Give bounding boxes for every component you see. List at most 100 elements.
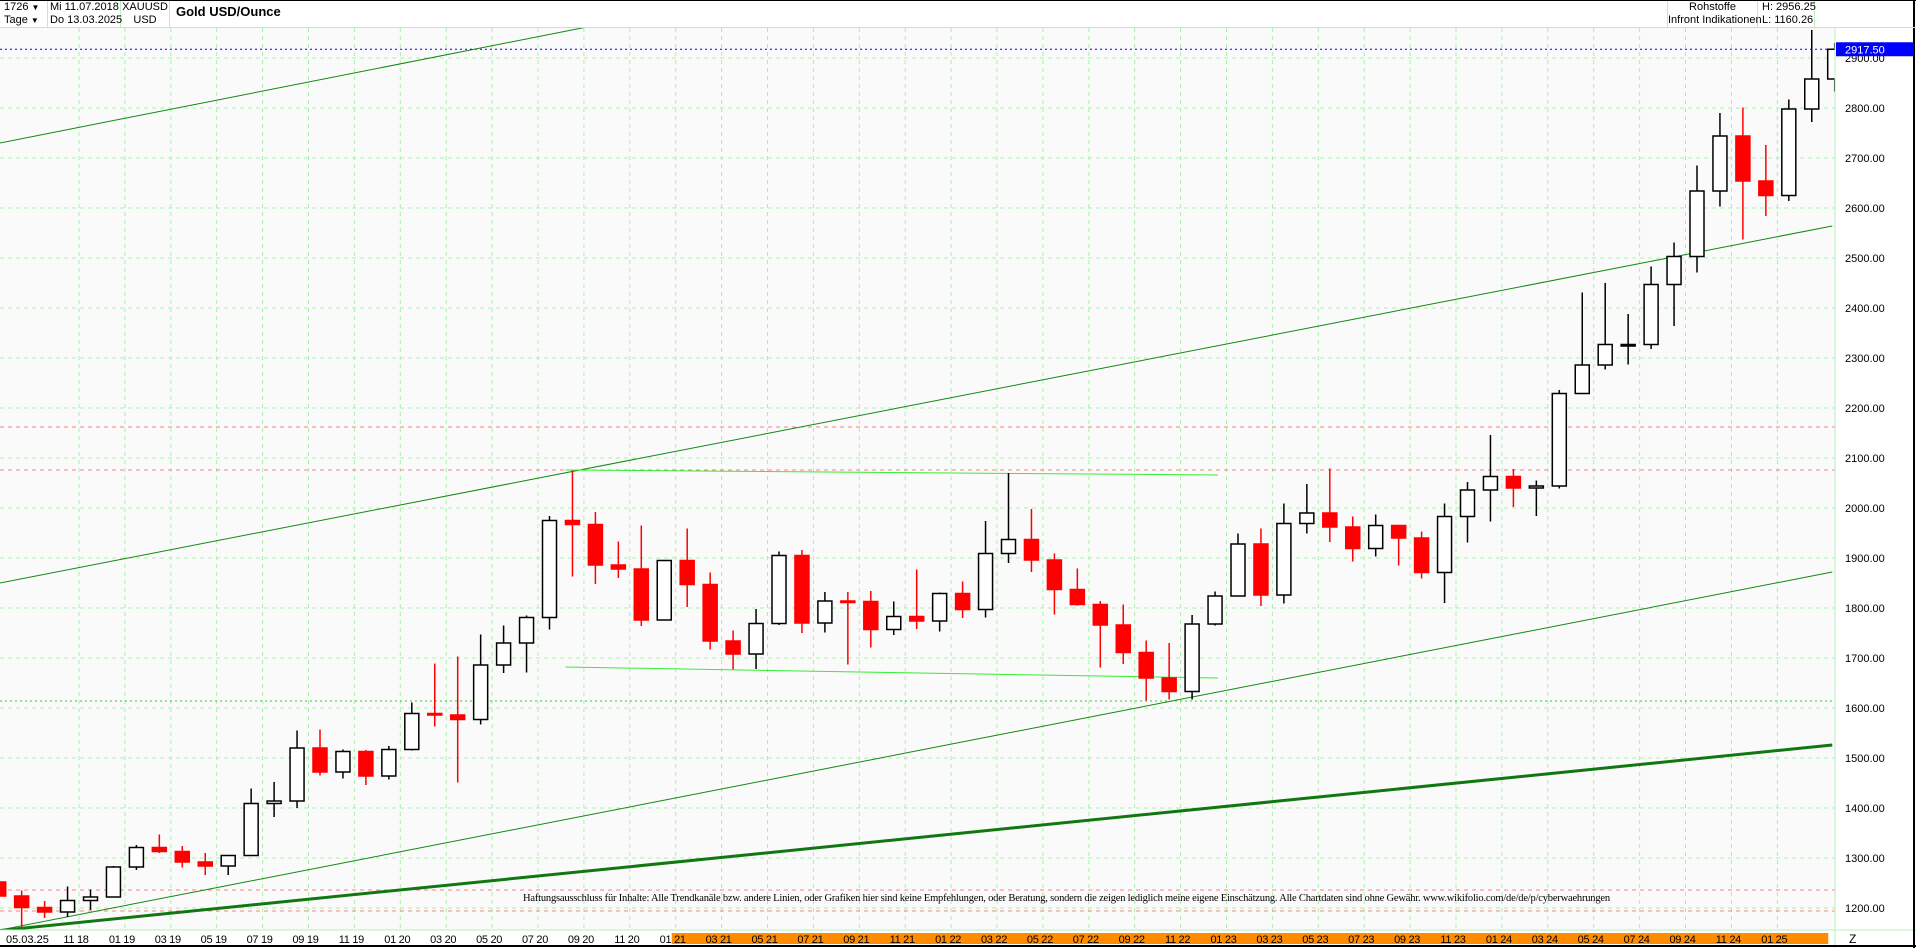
x-tick-label: 05 21 xyxy=(751,934,777,946)
candle-body xyxy=(1322,512,1338,528)
trendline xyxy=(0,225,1833,584)
candle-body xyxy=(1505,475,1522,489)
y-tick-label: 2500.00 xyxy=(1845,253,1885,265)
y-tick-label: 2600.00 xyxy=(1845,203,1885,215)
x-tick-label: 09 24 xyxy=(1669,934,1695,946)
candle-body xyxy=(1459,489,1476,518)
candle-body xyxy=(1574,364,1590,395)
source-box: Rohstoffe Infront Indikationen xyxy=(1667,1,1762,28)
candle-body xyxy=(266,800,282,805)
trendline xyxy=(0,743,1833,930)
bars-count: 1726 xyxy=(4,1,29,13)
candle-body xyxy=(381,748,397,777)
x-tick-label: 05 20 xyxy=(476,934,502,946)
candle-body xyxy=(289,747,305,802)
candle-body xyxy=(1413,537,1430,574)
disclaimer-text: Haftungsausschluss für Inhalte: Alle Tre… xyxy=(523,893,1610,904)
x-tick-label: 09 22 xyxy=(1119,934,1145,946)
candle-body xyxy=(1115,624,1131,654)
candle-body xyxy=(404,712,420,751)
candle-body xyxy=(931,592,948,622)
candle-body xyxy=(794,554,810,624)
y-tick-label: 2200.00 xyxy=(1845,403,1885,415)
low-value: L: 1160.26 xyxy=(1762,14,1814,26)
candle-body xyxy=(0,881,7,897)
x-tick-label: 11 21 xyxy=(890,934,915,946)
trendline xyxy=(565,469,1218,476)
chart-header: 1726 ▼ Tage ▼ Mi 11.07.2018 Do 13.03.202… xyxy=(0,0,1916,28)
x-tick-label: 01 20 xyxy=(384,934,410,946)
candle-body xyxy=(1184,623,1200,693)
y-tick-label: 2800.00 xyxy=(1845,103,1885,115)
x-tick-label: 03 21 xyxy=(706,934,732,946)
y-tick-label: 1200.00 xyxy=(1845,903,1885,915)
x-tick-label: 09 21 xyxy=(843,934,869,946)
chart-title: Gold USD/Ounce xyxy=(176,4,281,19)
candle-body xyxy=(633,568,650,621)
candle-body xyxy=(243,802,259,857)
category: Rohstoffe xyxy=(1689,1,1736,13)
x-tick-label: 11 20 xyxy=(614,934,639,946)
x-tick-label: 01 21 xyxy=(660,934,686,946)
candle-body xyxy=(1367,524,1384,550)
x-tick-label: 05 23 xyxy=(1302,934,1328,946)
trendline xyxy=(565,666,1218,679)
x-tick-label: 03 22 xyxy=(981,934,1007,946)
high-low-box: H: 2956.25 L: 1160.26 xyxy=(1758,1,1816,28)
candle-body xyxy=(1345,526,1361,550)
candle-body xyxy=(495,642,512,666)
candle-body xyxy=(1666,255,1682,286)
candle-body xyxy=(59,899,76,913)
x-tick-label: 09 23 xyxy=(1394,934,1420,946)
x-tick-label: 11 18 xyxy=(63,934,88,946)
candle-body xyxy=(1436,515,1453,574)
x-tick-label: 07 21 xyxy=(797,934,823,946)
x-axis-end-label: Z xyxy=(1849,932,1856,946)
x-tick-label: 09 20 xyxy=(568,934,594,946)
candle-body xyxy=(82,896,99,902)
candle-body xyxy=(886,615,902,631)
candle-body xyxy=(1735,135,1751,182)
candle-body xyxy=(335,750,351,773)
candle-body xyxy=(1069,588,1086,606)
candle-body xyxy=(174,850,191,863)
candle-body xyxy=(449,714,466,721)
candle-body xyxy=(1161,677,1177,693)
candle-body xyxy=(472,664,489,721)
y-tick-label: 1400.00 xyxy=(1845,803,1885,815)
candle-body xyxy=(1230,543,1246,597)
candle-body xyxy=(863,600,879,631)
candle-body xyxy=(13,895,30,909)
bars-selector[interactable]: 1726 ▼ Tage ▼ xyxy=(0,1,48,28)
plot-area xyxy=(0,28,1835,930)
candle-body xyxy=(977,552,994,611)
currency: USD xyxy=(133,14,157,26)
y-tick-label: 2700.00 xyxy=(1845,153,1885,165)
y-tick-label: 1800.00 xyxy=(1845,603,1885,615)
candle-body xyxy=(564,519,581,526)
candle-body xyxy=(1482,475,1499,491)
candle-body xyxy=(1597,343,1613,366)
start-date: Mi 11.07.2018 xyxy=(50,1,119,13)
y-tick-label: 1900.00 xyxy=(1845,553,1885,565)
last-price-badge xyxy=(1836,42,1914,57)
x-tick-label: 05 19 xyxy=(201,934,227,946)
y-tick-label: 2000.00 xyxy=(1845,503,1885,515)
x-tick-label: 01 19 xyxy=(109,934,135,946)
x-tick-label: 07 19 xyxy=(247,934,273,946)
candle-body xyxy=(105,866,122,898)
x-tick-label: 11 23 xyxy=(1440,934,1465,946)
x-tick-label: 01 22 xyxy=(935,934,961,946)
candle-body xyxy=(748,622,764,655)
y-tick-label: 1300.00 xyxy=(1845,853,1885,865)
y-tick-label: 1500.00 xyxy=(1845,753,1885,765)
candle-body xyxy=(1551,392,1568,487)
candle-body xyxy=(725,640,741,655)
date-range[interactable]: Mi 11.07.2018 Do 13.03.2025 xyxy=(48,1,122,28)
candle-body xyxy=(908,615,925,622)
trendline xyxy=(0,28,585,144)
candle-body xyxy=(610,564,627,570)
candle-body xyxy=(1253,543,1269,596)
candle-body xyxy=(1643,283,1659,346)
